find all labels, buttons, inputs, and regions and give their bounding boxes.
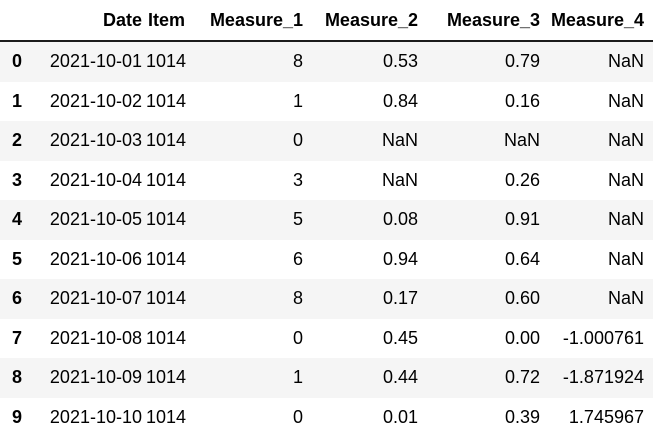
cell-measure_2: 0.94 [382, 248, 418, 269]
cell-item: 1014 [146, 288, 187, 308]
row-index: 5 [11, 248, 22, 269]
cell-measure_3: 0.00 [504, 327, 540, 348]
table-row: 8 2021-10-09 1014 1 0.44 0.72 -1.871924 [0, 358, 653, 398]
cell-measure_1: 1 [292, 367, 303, 387]
table-row: 0 2021-10-01 1014 8 0.53 0.79 NaN [0, 41, 653, 82]
cell-date: 2021-10-06 [49, 248, 142, 269]
row-index: 4 [11, 209, 22, 229]
cell-measure_3: 0.72 [504, 367, 540, 387]
cell-measure_2: 0.44 [382, 367, 418, 387]
cell-measure_1: 0 [292, 406, 303, 427]
cell-measure_2: 0.17 [382, 288, 418, 308]
cell-measure_1: 0 [292, 327, 303, 348]
cell-measure_2: 0.53 [382, 51, 418, 71]
row-index: 8 [11, 367, 22, 387]
cell-date: 2021-10-10 [49, 406, 142, 427]
row-index: 6 [11, 288, 22, 308]
header-row: Date Item Measure_1 Measure_2 Measure_3 … [0, 0, 653, 42]
index-column-header [0, 0, 24, 42]
cell-measure_1: 5 [292, 209, 303, 229]
table-row: 6 2021-10-07 1014 8 0.17 0.60 NaN [0, 279, 653, 319]
cell-measure_1: 8 [292, 288, 303, 308]
cell-measure_4: NaN [607, 130, 644, 150]
cell-measure_3: 0.64 [504, 248, 540, 269]
cell-measure_3: 0.91 [504, 209, 540, 229]
cell-measure_3: NaN [503, 130, 540, 150]
column-header-measure-1: Measure_1 [187, 0, 305, 42]
column-header-measure-4: Measure_4 [542, 0, 653, 42]
row-index: 0 [11, 51, 22, 71]
column-header-measure-2: Measure_2 [305, 0, 420, 42]
row-index: 1 [11, 90, 22, 111]
cell-measure_4: NaN [607, 51, 644, 71]
cell-item: 1014 [146, 90, 187, 111]
row-index: 7 [11, 327, 22, 348]
cell-item: 1014 [146, 327, 187, 348]
cell-measure_2: 0.08 [382, 209, 418, 229]
table-body: 0 2021-10-01 1014 8 0.53 0.79 NaN 1 2021-10-02 10… [0, 41, 653, 437]
cell-measure_1: 1 [292, 90, 303, 111]
cell-date: 2021-10-01 [49, 51, 142, 71]
column-header-date: Date [24, 0, 144, 42]
cell-measure_3: 0.39 [504, 406, 540, 427]
cell-measure_1: 6 [292, 248, 303, 269]
cell-item: 1014 [146, 51, 187, 71]
cell-item: 1014 [146, 209, 187, 229]
cell-measure_1: 0 [292, 130, 303, 150]
cell-item: 1014 [146, 406, 187, 427]
cell-measure_2: 0.45 [382, 327, 418, 348]
cell-date: 2021-10-02 [49, 90, 142, 111]
cell-measure_3: 0.60 [504, 288, 540, 308]
cell-measure_4: NaN [607, 288, 644, 308]
cell-date: 2021-10-09 [49, 367, 142, 387]
cell-measure_4: 1.745967 [568, 406, 644, 427]
cell-date: 2021-10-07 [49, 288, 142, 308]
table-row: 3 2021-10-04 1014 3 NaN 0.26 NaN [0, 160, 653, 200]
cell-measure_3: 0.16 [504, 90, 540, 111]
cell-measure_4: -1.871924 [562, 367, 644, 387]
cell-measure_1: 3 [292, 169, 303, 190]
cell-measure_4: NaN [607, 90, 644, 111]
cell-measure_2: 0.01 [382, 406, 418, 427]
table-header: Date Item Measure_1 Measure_2 Measure_3 … [0, 0, 653, 42]
cell-item: 1014 [146, 367, 187, 387]
cell-date: 2021-10-08 [49, 327, 142, 348]
cell-measure_3: 0.26 [504, 169, 540, 190]
cell-item: 1014 [146, 248, 187, 269]
cell-date: 2021-10-03 [49, 130, 142, 150]
table-row: 5 2021-10-06 1014 6 0.94 0.64 NaN [0, 239, 653, 279]
cell-measure_2: 0.84 [382, 90, 418, 111]
cell-date: 2021-10-05 [49, 209, 142, 229]
table-row: 2 2021-10-03 1014 0 NaN NaN NaN [0, 121, 653, 161]
cell-measure_4: NaN [607, 248, 644, 269]
cell-date: 2021-10-04 [49, 169, 142, 190]
row-index: 3 [11, 169, 22, 190]
cell-measure_2: NaN [381, 169, 418, 190]
row-index: 9 [11, 406, 22, 427]
cell-item: 1014 [146, 130, 187, 150]
cell-measure_4: NaN [607, 169, 644, 190]
cell-measure_4: -1.000761 [562, 327, 644, 348]
cell-item: 1014 [146, 169, 187, 190]
row-index: 2 [11, 130, 22, 150]
cell-measure_2: NaN [381, 130, 418, 150]
table-row: 7 2021-10-08 1014 0 0.45 0.00 -1.000761 [0, 318, 653, 358]
cell-measure_3: 0.79 [504, 51, 540, 71]
column-header-measure-3: Measure_3 [420, 0, 542, 42]
column-header-item: Item [144, 0, 187, 42]
table-row: 1 2021-10-02 1014 1 0.84 0.16 NaN [0, 81, 653, 121]
cell-measure_4: NaN [607, 209, 644, 229]
cell-measure_1: 8 [292, 51, 303, 71]
table-row: 9 2021-10-10 1014 0 0.01 0.39 1.745967 [0, 397, 653, 437]
table-row: 4 2021-10-05 1014 5 0.08 0.91 NaN [0, 200, 653, 240]
